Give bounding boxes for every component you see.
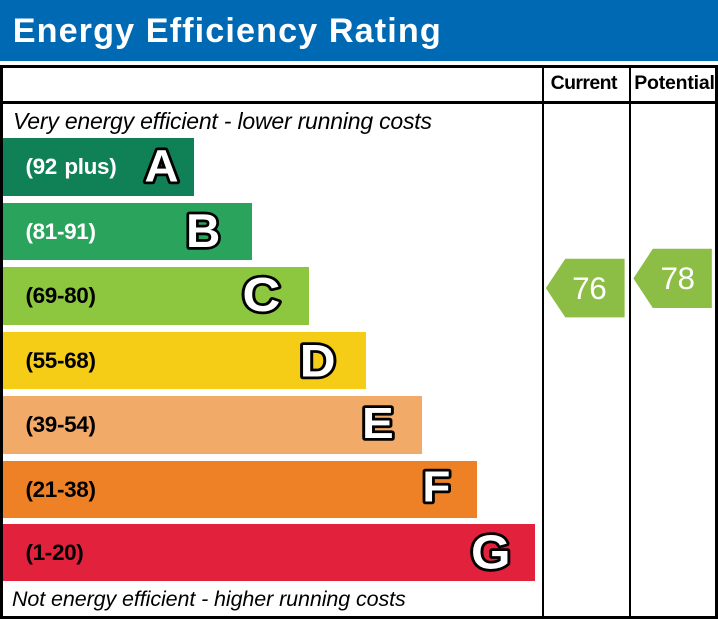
svg-text:F: F [422,461,450,511]
svg-text:G: G [471,526,511,579]
svg-text:78: 78 [660,260,694,296]
svg-text:E: E [362,399,394,448]
svg-text:C: C [242,268,280,321]
svg-text:76: 76 [572,270,606,306]
svg-text:A: A [144,140,178,191]
svg-text:D: D [300,336,336,387]
svg-text:B: B [186,205,220,258]
